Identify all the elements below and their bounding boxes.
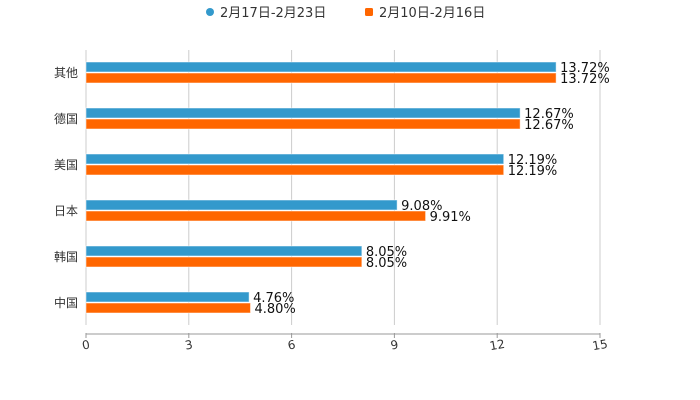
x-tick-label: 6: [287, 337, 297, 352]
category-label: 韩国: [54, 249, 78, 264]
x-tick-label: 3: [184, 337, 194, 352]
legend-marker-previous-week: [365, 8, 373, 16]
data-label: 4.76%: [253, 291, 294, 306]
bar-previous-week: [85, 72, 557, 84]
data-label: 12.19%: [508, 153, 558, 168]
bar-current-week: [85, 107, 521, 119]
category-label: 中国: [54, 295, 78, 310]
data-label: 8.05%: [366, 256, 407, 271]
bar-current-week: [85, 245, 363, 257]
x-tick-label: 9: [389, 337, 399, 352]
bar-current-week: [85, 153, 505, 165]
x-tick-label: 12: [488, 337, 505, 353]
bar-current-week: [85, 291, 250, 303]
bar-previous-week: [85, 164, 505, 176]
legend-label: 2月10日-2月16日: [379, 6, 485, 21]
bar-current-week: [85, 199, 398, 211]
bar-previous-week: [85, 210, 427, 222]
data-label: 8.05%: [366, 245, 407, 260]
bar-previous-week: [85, 302, 251, 314]
category-label: 美国: [54, 158, 78, 172]
data-label: 9.08%: [401, 199, 442, 214]
legend-marker-current-week: [206, 8, 214, 16]
legend-label: 2月17日-2月23日: [220, 6, 326, 21]
data-label: 4.80%: [254, 302, 295, 317]
category-label: 日本: [54, 204, 78, 218]
x-tick-label: 0: [81, 337, 91, 352]
data-label: 12.67%: [524, 118, 574, 133]
bar-previous-week: [85, 256, 363, 268]
bar-current-week: [85, 61, 557, 73]
category-label: 其他: [54, 66, 78, 80]
data-label: 12.67%: [524, 107, 574, 122]
bar-previous-week: [85, 118, 521, 130]
data-label: 13.72%: [560, 61, 610, 76]
data-label: 9.91%: [430, 210, 471, 225]
data-label: 13.72%: [560, 72, 610, 87]
x-tick-label: 15: [591, 337, 608, 353]
category-label: 德国: [54, 111, 78, 126]
data-label: 12.19%: [508, 164, 558, 179]
